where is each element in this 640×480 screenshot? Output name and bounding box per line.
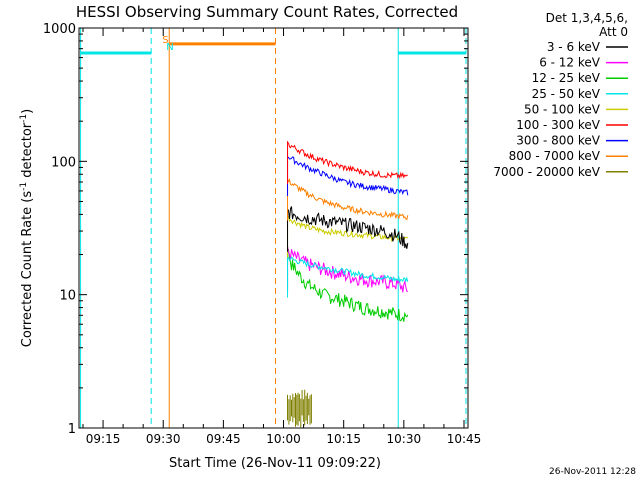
y-tick-label: 10 <box>59 289 76 304</box>
series-line-6-12kev <box>287 246 408 293</box>
series-line-800-7000kev <box>287 177 409 221</box>
x-tick-label: 10:45 <box>447 432 482 446</box>
legend-label: 7000 - 20000 keV <box>493 165 600 179</box>
y-tick-label: 1 <box>68 422 76 437</box>
series-line-7000-20000kev <box>287 389 312 428</box>
legend-label: 800 - 7000 keV <box>509 149 601 163</box>
chart-title: HESSI Observing Summary Count Rates, Cor… <box>76 3 458 21</box>
x-tick-label: 09:45 <box>206 432 241 446</box>
axis-ticks: 09:15 09:30 09:45 10:00 10:15 10:30 10:45 1 10 10… <box>43 22 481 446</box>
legend-header-line2: Att 0 <box>599 25 628 39</box>
series-line-50-100kev <box>287 215 409 243</box>
x-tick-label: 10:15 <box>326 432 361 446</box>
footer-date: 26-Nov-2011 12:28 <box>549 467 636 477</box>
legend-label: 3 - 6 keV <box>547 40 601 54</box>
legend-header-line1: Det 1,3,4,5,6, <box>546 11 628 25</box>
x-tick-label: 09:30 <box>146 432 181 446</box>
y-tick-label: 100 <box>51 155 76 170</box>
legend-label: 100 - 300 keV <box>516 118 600 132</box>
x-tick-label: 10:30 <box>387 432 422 446</box>
y-tick-label: 1000 <box>43 22 76 37</box>
plot-frame <box>78 27 469 429</box>
series-line-300-800kev <box>287 156 409 196</box>
observing-bands: SN <box>80 28 467 428</box>
x-axis-label: Start Time (26-Nov-11 09:09:22) <box>169 456 381 471</box>
series-line-3-6kev <box>287 206 409 249</box>
series-line-25-50kev <box>287 256 409 284</box>
legend-label: 6 - 12 keV <box>539 56 601 70</box>
flag-s: S <box>162 35 168 46</box>
series-line-100-300kev <box>287 142 408 180</box>
y-axis-label: Corrected Count Rate (s-1 detector-1) <box>19 109 35 347</box>
series-lines <box>287 141 409 428</box>
x-tick-label: 10:00 <box>266 432 301 446</box>
legend-label: 12 - 25 keV <box>532 71 601 85</box>
legend-label: 25 - 50 keV <box>532 87 601 101</box>
legend-label: 300 - 800 keV <box>516 134 600 148</box>
legend: Det 1,3,4,5,6, Att 0 3 - 6 keV 6 - 12 keV… <box>493 11 628 179</box>
flag-n: N <box>166 42 173 53</box>
series-line-12-25kev <box>287 249 409 322</box>
x-tick-label: 09:15 <box>86 432 121 446</box>
legend-label: 50 - 100 keV <box>524 102 601 116</box>
